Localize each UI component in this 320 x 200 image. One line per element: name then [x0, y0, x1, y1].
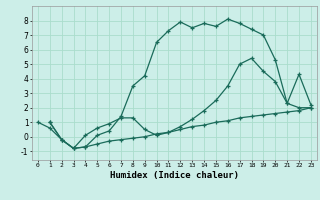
X-axis label: Humidex (Indice chaleur): Humidex (Indice chaleur) [110, 171, 239, 180]
